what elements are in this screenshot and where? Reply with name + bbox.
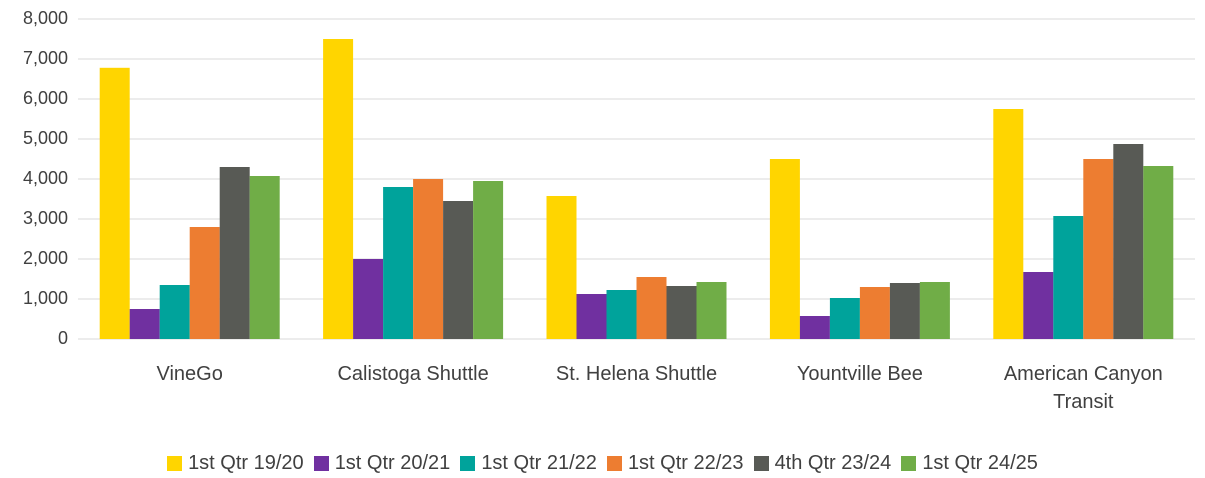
bar — [249, 176, 280, 339]
bar — [129, 309, 160, 339]
bar — [1083, 159, 1114, 339]
y-tick-label: 3,000 — [23, 208, 68, 228]
bar — [99, 67, 130, 340]
bar — [443, 201, 474, 339]
y-tick-label: 2,000 — [23, 248, 68, 268]
bar — [859, 287, 890, 339]
legend-swatch — [901, 456, 917, 471]
bar — [576, 294, 607, 339]
bar — [696, 282, 727, 339]
legend-label: 4th Qtr 23/24 — [774, 452, 892, 474]
legend-item: 1st Qtr 19/20 — [167, 452, 304, 475]
bar — [383, 187, 414, 339]
y-tick-label: 4,000 — [23, 168, 68, 188]
bar — [769, 159, 800, 339]
bar — [606, 290, 637, 339]
bar — [1023, 272, 1054, 339]
bar — [1113, 144, 1144, 339]
y-tick-label: 5,000 — [23, 128, 68, 148]
y-tick-label: 1,000 — [23, 288, 68, 308]
bar — [353, 259, 384, 339]
y-tick-label: 8,000 — [23, 8, 68, 28]
x-tick-label: Calistoga Shuttle — [337, 363, 489, 385]
bar — [323, 39, 354, 339]
x-tick-label: St. Helena Shuttle — [555, 363, 718, 385]
bar — [1143, 166, 1174, 339]
bar — [636, 277, 667, 339]
legend-label: 1st Qtr 22/23 — [627, 452, 744, 474]
bar — [546, 196, 577, 339]
legend-label: 1st Qtr 24/25 — [922, 452, 1038, 474]
bar — [189, 227, 220, 339]
x-tick-label: Yountville Bee — [796, 363, 923, 385]
legend-label: 1st Qtr 19/20 — [188, 452, 304, 474]
y-tick-label: 7,000 — [23, 48, 68, 68]
bar — [1053, 216, 1084, 339]
legend-item: 1st Qtr 22/23 — [606, 452, 744, 475]
legend: 1st Qtr 19/20 1st Qtr 20/21 1st Qtr 21/22 1… — [0, 452, 1205, 475]
legend-item: 1st Qtr 20/21 — [313, 452, 451, 475]
bar — [219, 167, 250, 339]
y-tick-label: 6,000 — [23, 88, 68, 108]
legend-swatch — [313, 456, 329, 471]
bar — [889, 283, 920, 339]
bar — [473, 181, 504, 339]
bar — [993, 109, 1024, 339]
legend-label: 1st Qtr 21/22 — [481, 452, 597, 474]
bar — [919, 282, 950, 339]
legend-swatch — [753, 456, 769, 471]
legend-item: 4th Qtr 23/24 — [753, 452, 892, 475]
bar — [829, 298, 860, 339]
legend-swatch — [606, 456, 622, 471]
legend-swatch — [460, 456, 476, 471]
legend-item: 1st Qtr 21/22 — [460, 452, 597, 475]
legend-label: 1st Qtr 20/21 — [334, 452, 451, 474]
x-tick-label: VineGo — [156, 363, 223, 385]
bar — [666, 286, 697, 339]
y-tick-label: 0 — [58, 328, 68, 348]
bar — [413, 179, 444, 339]
legend-swatch — [167, 456, 183, 471]
legend-item: 1st Qtr 24/25 — [901, 452, 1038, 475]
x-tick-label: American Canyon Transit — [1003, 363, 1163, 413]
bar — [799, 316, 830, 339]
bar — [159, 285, 190, 339]
